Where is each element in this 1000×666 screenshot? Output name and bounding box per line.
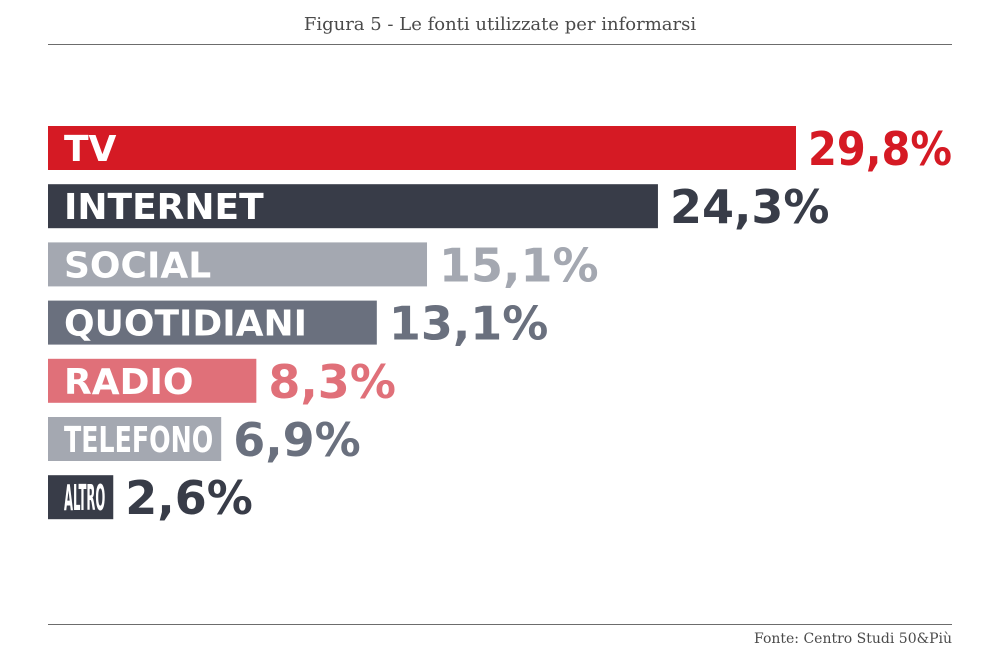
value-label-internet: 24,3% [670,180,830,234]
category-label-social: SOCIAL [64,245,211,286]
value-label-telefono: 6,9% [233,413,361,467]
bar-tv [48,126,796,170]
category-label-telefono: TELEFONO [64,420,213,461]
category-label-tv: TV [64,129,117,170]
bar-social [48,242,428,287]
bar-altro [48,475,114,520]
category-label-internet: INTERNET [64,187,264,228]
source-note: Fonte: Centro Studi 50&Più [754,631,952,647]
value-label-altro: 2,6% [125,471,253,525]
top-divider [48,44,952,45]
value-label-radio: 8,3% [268,355,396,409]
value-label-tv: 29,8% [808,122,952,176]
bar-telefono [48,417,222,461]
category-label-quotidiani: QUOTIDIANI [64,304,307,345]
bottom-divider [48,624,952,625]
bar-quotidiani [48,300,377,345]
category-label-altro: ALTRO [64,478,105,519]
bar-internet [48,184,658,229]
bar-radio [48,358,257,403]
value-label-social: 15,1% [439,238,599,292]
value-label-quotidiani: 13,1% [389,297,549,351]
chart-title: Figura 5 - Le fonti utilizzate per infor… [303,14,697,35]
category-label-radio: RADIO [64,362,193,403]
